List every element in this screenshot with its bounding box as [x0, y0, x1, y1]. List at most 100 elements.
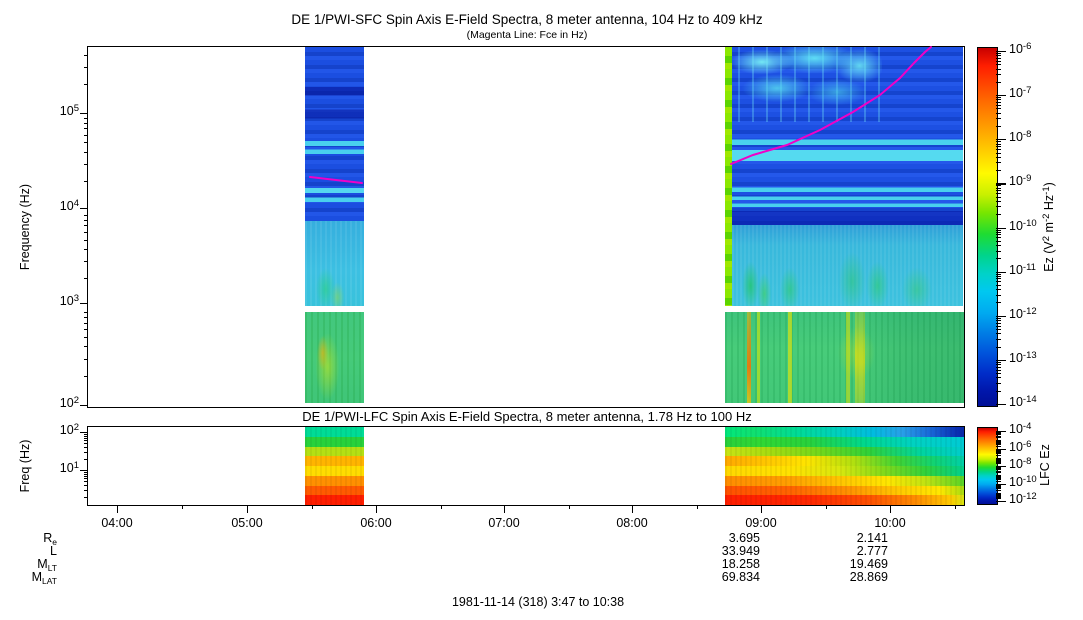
lfc-cb-minor-tick — [996, 483, 1001, 485]
sfc-y-tick-label: 104 — [59, 198, 79, 213]
sfc-cb-major-tick — [996, 227, 1006, 229]
burst-streak — [747, 312, 751, 403]
sfc-y-minor-tick — [84, 214, 88, 216]
lfc-y-minor-tick — [84, 473, 88, 475]
sfc-cb-minor-tick — [996, 231, 1001, 233]
x-major-tick — [890, 505, 892, 513]
lfc-y-tick-label: 101 — [59, 460, 79, 475]
burst-streak — [757, 312, 760, 403]
lfc-cb-major-tick — [996, 483, 1006, 485]
lfc-cb-minor-tick — [996, 459, 1001, 461]
lfc-cb-minor-tick — [996, 457, 1001, 459]
sfc-y-minor-tick — [84, 336, 88, 338]
lfc-cb-minor-tick — [996, 449, 1001, 451]
lfc-cb-minor-tick — [996, 468, 1001, 470]
lfc-cb-minor-tick — [996, 454, 1001, 456]
lfc-cb-minor-tick — [996, 437, 1001, 439]
lfc-cb-minor-tick — [996, 443, 1001, 445]
sfc-cb-minor-tick — [996, 250, 1001, 252]
x-tick-label: 07:00 — [488, 516, 520, 530]
lfc-cb-minor-tick — [996, 441, 1001, 443]
sfc-cb-tick-label: 10-10 — [1009, 217, 1037, 233]
lfc-y-minor-tick — [84, 440, 88, 442]
lfc-cb-minor-tick — [996, 472, 1001, 474]
burst-streak — [788, 312, 792, 403]
lfc-cb-minor-tick — [996, 494, 1001, 496]
lfc-stripe-row — [305, 485, 364, 496]
lfc-cb-minor-tick — [996, 467, 1001, 469]
sfc-cb-minor-tick — [996, 190, 1001, 192]
lfc-cb-minor-tick — [996, 469, 1001, 471]
sfc-cb-minor-tick — [996, 273, 1001, 275]
lfc-cb-minor-tick — [996, 460, 1001, 462]
sfc-cb-minor-tick — [996, 97, 1001, 99]
sfc-cb-minor-tick — [996, 125, 1001, 127]
sfc-y-minor-tick — [84, 66, 88, 68]
lfc-stripe-row — [305, 456, 364, 466]
sfc-cb-minor-tick — [996, 68, 1001, 70]
sfc-cb-minor-tick — [996, 214, 1001, 216]
sfc-y-minor-tick — [84, 54, 88, 56]
sfc-y-minor-tick — [84, 225, 88, 227]
burst-streak — [855, 312, 865, 403]
sfc-cb-major-tick — [996, 271, 1006, 273]
sfc-y-minor-tick — [84, 134, 88, 136]
x-major-tick — [761, 505, 763, 513]
sfc-cb-minor-tick — [996, 57, 1001, 59]
sfc-cb-minor-tick — [996, 317, 1001, 319]
sfc-cb-minor-tick — [996, 99, 1001, 101]
sfc-left-stripe-cyan-region — [305, 221, 364, 306]
lfc-y-minor-tick — [84, 447, 88, 449]
lfc-band-row — [725, 475, 964, 486]
sfc-cb-minor-tick — [996, 284, 1001, 286]
lfc-cb-minor-tick — [996, 495, 1001, 497]
sfc-y-minor-tick — [84, 278, 88, 280]
sfc-cb-minor-tick — [996, 361, 1001, 363]
sfc-right-band-green-edge — [725, 47, 732, 306]
sfc-y-major-tick — [80, 405, 88, 407]
lfc-cb-minor-tick — [996, 485, 1001, 487]
ephemeris-value-col1: 3.695 — [728, 531, 760, 545]
x-tick-label: 04:00 — [101, 516, 133, 530]
ephemeris-value-col2: 2.777 — [856, 544, 888, 558]
lfc-band-row — [725, 495, 964, 505]
lfc-cb-minor-tick — [996, 480, 1001, 482]
x-minor-tick — [311, 505, 313, 509]
sfc-y-minor-tick — [84, 329, 88, 331]
lfc-y-minor-tick — [84, 489, 88, 491]
sfc-cb-minor-tick — [996, 240, 1001, 242]
sfc-cb-minor-tick — [996, 329, 1001, 331]
sfc-cb-minor-tick — [996, 143, 1001, 145]
sfc-y-axis-label: Frequency (Hz) — [18, 183, 32, 271]
sfc-cb-minor-tick — [996, 302, 1001, 304]
sfc-cb-major-tick — [996, 51, 1006, 53]
sfc-left-stripe-green-region — [305, 312, 364, 403]
lfc-cb-minor-tick — [996, 488, 1001, 490]
sfc-cb-minor-tick — [996, 281, 1001, 283]
lfc-cb-minor-tick — [996, 434, 1001, 436]
sfc-y-minor-tick — [84, 128, 88, 130]
sfc-cb-minor-tick — [996, 162, 1001, 164]
ephemeris-row-label: Re — [43, 531, 57, 547]
sfc-cb-minor-tick — [996, 141, 1001, 143]
sfc-cb-minor-tick — [996, 81, 1001, 83]
lfc-cb-minor-tick — [996, 450, 1001, 452]
lfc-cb-minor-tick — [996, 467, 1001, 469]
sfc-cb-tick-label: 10-14 — [1009, 394, 1037, 409]
x-major-tick — [376, 505, 378, 513]
sfc-cb-minor-tick — [996, 294, 1001, 296]
lfc-y-minor-tick — [84, 458, 88, 460]
x-tick-label: 05:00 — [231, 516, 263, 530]
sfc-colorbar — [977, 47, 998, 407]
sfc-cb-tick-label: 10-13 — [1009, 349, 1037, 365]
lfc-cb-minor-tick — [996, 463, 1001, 465]
lfc-band-row — [725, 427, 964, 437]
sfc-cb-minor-tick — [996, 373, 1001, 375]
lfc-y-minor-tick — [84, 481, 88, 483]
lfc-stripe-row — [305, 475, 364, 486]
sfc-y-minor-tick — [84, 358, 88, 360]
lfc-cb-minor-tick — [996, 461, 1001, 463]
sfc-cb-minor-tick — [996, 338, 1001, 340]
lfc-cb-minor-tick — [996, 466, 1001, 468]
lfc-cb-minor-tick — [996, 493, 1001, 495]
